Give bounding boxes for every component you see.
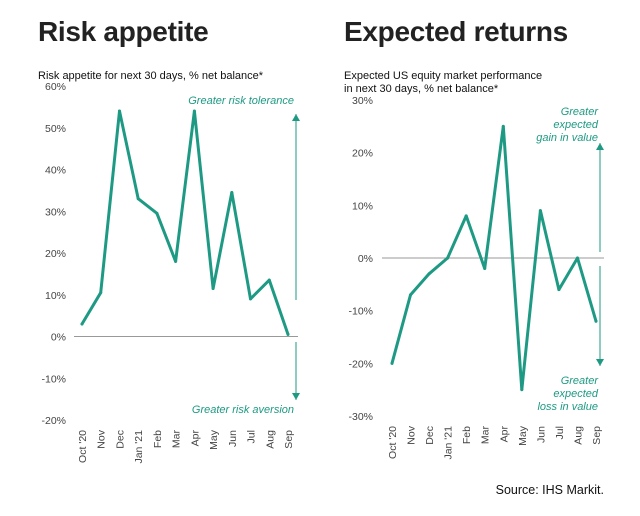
expected-returns-annotation-upper: expected [553,119,599,131]
expected-returns-y-tick-label: 20% [352,148,373,160]
expected-returns-x-tick-label: Jan '21 [443,426,455,460]
expected-returns-data-point [446,256,450,260]
risk-appetite-annotation-lower: Greater risk aversion [192,404,294,416]
risk-appetite-x-tick-label: Nov [96,429,108,448]
expected-returns-annotation-upper: gain in value [536,132,598,144]
expected-returns-x-tick-label: Jul [554,426,566,439]
subtitle-line: in next 30 days, % net balance* [344,83,499,95]
expected-returns-data-point [427,272,431,276]
risk-appetite-data-point [230,190,234,194]
expected-returns-data-point [575,256,579,260]
chart-title-expected-returns: Expected returns [344,16,568,47]
risk-appetite-x-tick-label: Jul [246,430,258,443]
risk-appetite-y-tick-label: 10% [45,290,66,302]
risk-appetite-y-tick-label: 0% [51,332,66,344]
risk-appetite-data-point [99,291,103,295]
risk-appetite-data-point [267,278,271,282]
expected-returns-x-tick-label: Oct '20 [387,426,399,459]
risk-appetite-data-point [249,297,253,301]
expected-returns-y-tick-label: -10% [348,306,373,318]
expected-returns-data-point [390,361,394,365]
expected-returns-x-tick-label: Feb [461,426,473,444]
chart-subtitle-risk-appetite: Risk appetite for next 30 days, % net ba… [38,70,263,83]
risk-appetite-data-point [136,197,140,201]
expected-returns-x-tick-label: May [517,425,529,446]
risk-appetite-y-tick-label: 40% [45,165,66,177]
expected-returns-annotation-lower: expected [553,388,599,400]
risk-appetite-x-tick-label: Apr [189,430,201,447]
expected-returns-data-point [557,288,561,292]
expected-returns-y-tick-label: 10% [352,200,373,212]
risk-appetite-y-tick-label: 30% [45,206,66,218]
risk-appetite-data-point [286,332,290,336]
expected-returns-x-tick-label: Mar [480,426,492,445]
expected-returns-annotation-lower: Greater [561,375,600,387]
expected-returns-data-point [483,267,487,271]
risk-appetite-x-tick-label: Dec [114,430,126,449]
chart-subtitle-expected-returns: Expected US equity market performance in… [344,70,542,96]
risk-appetite-data-point [155,211,159,215]
risk-appetite-y-tick-label: -20% [41,415,66,427]
expected-returns-series-line [390,124,598,392]
risk-appetite-x-tick-label: Feb [152,430,164,448]
risk-appetite-arrow-up-head [292,114,300,121]
risk-appetite-y-tick-label: 20% [45,248,66,260]
risk-appetite-y-tick-label: 60% [45,81,66,93]
risk-appetite-x-tick-label: Mar [171,430,183,449]
risk-appetite-series-line [80,109,290,336]
risk-appetite-data-point [117,109,121,113]
expected-returns-y-tick-label: 0% [358,253,373,265]
risk-appetite-data-point [80,322,84,326]
expected-returns-annotation-upper: Greater [561,106,600,118]
expected-returns-data-point [409,293,413,297]
risk-appetite-y-tick-label: -10% [41,373,66,385]
expected-returns-y-tick-label: -20% [348,358,373,370]
expected-returns-data-point [501,124,505,128]
expected-returns-x-tick-label: Dec [424,426,436,445]
expected-returns-data-point [520,388,524,392]
expected-returns-arrow-down-head [596,359,604,366]
risk-appetite-x-tick-label: Jun [227,430,239,447]
risk-appetite-data-point [174,259,178,263]
expected-returns-arrow-up-head [596,143,604,150]
expected-returns-x-tick-label: Sep [591,426,603,445]
expected-returns-data-point [538,209,542,213]
expected-returns-data-point [594,319,598,323]
risk-appetite-arrow-down-head [292,393,300,400]
expected-returns-y-tick-label: -30% [348,411,373,423]
risk-appetite-y-tick-label: 50% [45,123,66,135]
expected-returns-data-point [464,214,468,218]
expected-returns-x-tick-label: Apr [498,426,510,443]
chart-title-risk-appetite: Risk appetite [38,16,209,47]
expected-returns-x-tick-label: Jun [535,426,547,443]
expected-returns-x-tick-label: Aug [572,426,584,445]
risk-appetite-data-point [192,109,196,113]
risk-appetite-annotation-upper: Greater risk tolerance [188,95,294,107]
risk-appetite-x-tick-label: Aug [264,430,276,449]
source-note: Source: IHS Markit. [495,483,604,497]
risk-appetite-data-point [211,286,215,290]
risk-appetite-x-tick-label: Jan '21 [133,430,145,464]
subtitle-line: Risk appetite for next 30 days, % net ba… [38,70,264,82]
risk-appetite-x-tick-label: Sep [283,430,295,449]
risk-appetite-x-tick-label: Oct '20 [77,430,89,463]
subtitle-line: Expected US equity market performance [344,70,543,82]
risk-appetite-x-tick-label: May [208,429,220,450]
expected-returns-x-tick-label: Nov [406,425,418,444]
expected-returns-annotation-lower: loss in value [537,401,598,413]
expected-returns-y-tick-label: 30% [352,95,373,107]
